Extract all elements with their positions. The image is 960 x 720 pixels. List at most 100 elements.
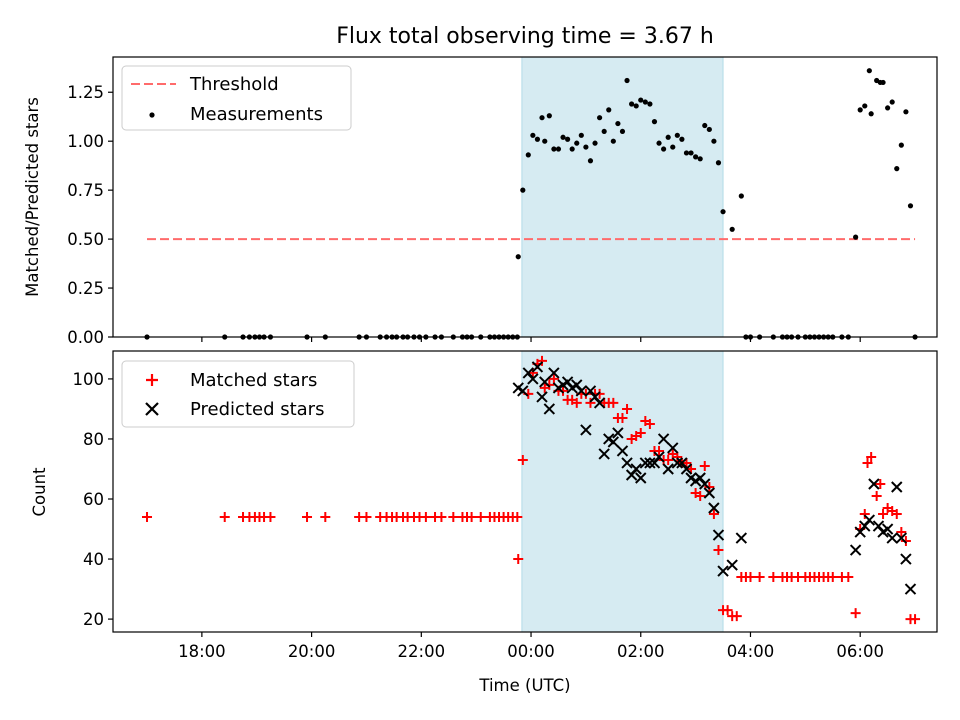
legend-measurements-swatch <box>149 112 155 118</box>
measurement-point <box>597 115 603 121</box>
matched-star-point <box>663 454 674 465</box>
matched-star-point <box>866 451 877 462</box>
legend-predicted-swatch <box>145 402 159 416</box>
predicted-star-point <box>708 502 720 514</box>
top-y-tick-label: 0.50 <box>67 230 104 249</box>
matched-star-point <box>617 412 628 423</box>
bottom-y-tick-label: 100 <box>73 370 105 389</box>
predicted-star-point <box>616 445 629 457</box>
measurement-points <box>144 68 918 340</box>
predicted-star-point <box>657 433 670 445</box>
predicted-star-point <box>667 442 679 454</box>
top-y-tick-label: 1.00 <box>67 132 104 151</box>
matched-star-point <box>875 478 886 489</box>
predicted-star-point <box>598 448 610 460</box>
legend-matched-swatch <box>146 374 158 386</box>
measurement-point <box>638 97 644 103</box>
top-y-axis-label: Matched/Predicted stars <box>23 97 42 297</box>
predicted-star-point <box>680 463 693 475</box>
predicted-star-point <box>881 523 894 535</box>
top-shaded-span <box>521 56 724 338</box>
predicted-star-point <box>726 559 738 571</box>
measurement-point <box>738 193 744 199</box>
predicted-star-point <box>548 367 560 379</box>
matched-star-point <box>722 605 733 616</box>
predicted-star-point <box>644 457 656 469</box>
measurement-point <box>565 136 571 142</box>
predicted-star-point <box>694 472 706 484</box>
top-panel-frame <box>112 56 938 338</box>
matched-star-point <box>859 509 870 520</box>
predicted-star-point <box>868 478 880 490</box>
matched-star-point <box>878 509 889 520</box>
matched-star-point <box>517 454 528 465</box>
bottom-x-ticks: 18:00 20:00 22:00 00:00 02:00 04:00 06:00 <box>178 632 884 661</box>
matched-star-point <box>850 608 861 619</box>
measurement-point <box>610 138 616 144</box>
bottom-panel-frame <box>112 350 938 633</box>
measurement-point <box>642 99 648 105</box>
matched-star-point <box>361 512 372 523</box>
matched-star-point <box>672 451 683 462</box>
matched-star-point <box>544 379 555 390</box>
predicted-star-point <box>699 478 711 490</box>
top-legend: Threshold Measurements <box>121 65 352 131</box>
predicted-star-point <box>517 385 529 397</box>
measurement-point <box>661 146 667 152</box>
measurement-point <box>515 254 521 260</box>
measurement-point <box>555 146 562 152</box>
measurement-point <box>578 132 584 138</box>
predicted-star-point <box>612 427 624 439</box>
predicted-star-point <box>571 379 583 391</box>
measurement-point <box>670 144 676 150</box>
matched-star-point <box>622 403 633 414</box>
predicted-star-point <box>621 457 633 469</box>
measurement-point <box>907 203 914 209</box>
matched-star-point <box>585 397 596 408</box>
measurement-point <box>525 152 531 158</box>
matched-star-point <box>219 512 230 523</box>
bottom-y-ticks: 20 40 60 80 100 <box>73 370 113 629</box>
matched-star-point <box>896 527 907 538</box>
measurement-point <box>587 158 594 164</box>
matched-star-point <box>513 554 524 565</box>
measurement-point <box>520 187 526 193</box>
x-tick-label: 02:00 <box>617 642 665 661</box>
predicted-star-point <box>527 373 539 385</box>
top-y-tick-label: 1.25 <box>67 83 104 102</box>
matched-star-point <box>302 512 313 523</box>
measurement-point <box>633 103 639 109</box>
measurement-point <box>683 150 690 156</box>
measurement-point <box>651 119 658 125</box>
matched-star-point <box>754 572 765 583</box>
predicted-star-point <box>584 385 597 397</box>
x-tick-label: 18:00 <box>178 642 226 661</box>
matched-star-point <box>466 512 477 523</box>
measurement-point <box>606 107 612 113</box>
measurement-point <box>679 136 685 142</box>
measurement-point <box>674 132 680 138</box>
predicted-star-point <box>717 565 729 577</box>
top-legend-box <box>121 65 352 131</box>
measurement-point <box>862 103 868 109</box>
measurement-point <box>697 156 703 162</box>
matched-star-point <box>891 509 902 520</box>
predicted-star-points <box>512 361 917 595</box>
predicted-star-point <box>891 481 903 493</box>
measurement-point <box>619 128 626 135</box>
bottom-y-tick-label: 40 <box>83 550 104 569</box>
matched-star-point <box>580 388 591 399</box>
predicted-star-point <box>854 526 866 538</box>
measurement-point <box>702 122 708 129</box>
legend-measurements-label: Measurements <box>190 104 323 125</box>
bottom-y-axis-label: Count <box>30 467 49 517</box>
matched-star-points <box>142 355 921 625</box>
top-x-ticks <box>201 337 861 342</box>
predicted-star-point <box>630 463 642 475</box>
measurement-point <box>615 120 621 127</box>
predicted-star-point <box>671 457 684 469</box>
bottom-y-tick-label: 20 <box>83 610 104 629</box>
matched-star-point <box>843 572 854 583</box>
bottom-legend: Matched stars Predicted stars <box>121 360 355 428</box>
predicted-star-point <box>593 397 606 409</box>
